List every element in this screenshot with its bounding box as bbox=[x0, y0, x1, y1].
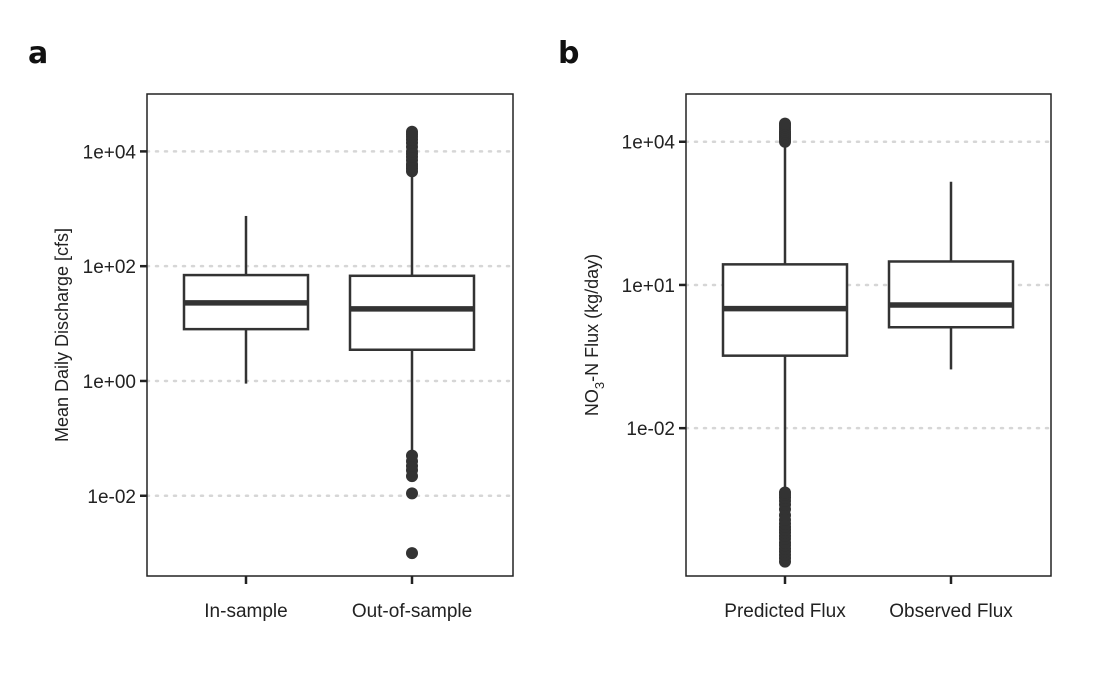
panel-a-y-axis-title: Mean Daily Discharge [cfs] bbox=[52, 228, 72, 442]
panel-b-boxes bbox=[721, 117, 1015, 568]
panel-b-gridlines bbox=[684, 140, 1053, 430]
y-tick-label: 1e+01 bbox=[622, 276, 675, 297]
panel-a-gridlines bbox=[145, 150, 515, 498]
outlier-point bbox=[406, 547, 418, 560]
panel-a-boxes bbox=[182, 125, 476, 560]
box-iqr bbox=[887, 260, 1015, 329]
y-tick-label: 1e+04 bbox=[83, 142, 137, 163]
panel-b-y-axis-title: NO3-N Flux (kg/day) bbox=[582, 254, 607, 416]
outlier-point bbox=[406, 449, 418, 462]
outlier-point bbox=[406, 487, 418, 500]
x-tick-label: Out-of-sample bbox=[352, 601, 472, 622]
x-tick-label: In-sample bbox=[204, 601, 287, 622]
outlier-point bbox=[779, 117, 791, 130]
panel-b-x-axis: Predicted Flux Observed Flux bbox=[724, 576, 1013, 622]
panel-b-y-axis-title-part1: NO bbox=[582, 389, 602, 416]
x-tick-label: Observed Flux bbox=[889, 601, 1013, 622]
y-tick-label: 1e+00 bbox=[83, 372, 136, 393]
panel-a-x-axis: In-sample Out-of-sample bbox=[204, 576, 472, 622]
box-iqr bbox=[348, 274, 476, 351]
panel-b-y-axis-title-part2: -N Flux (kg/day) bbox=[582, 254, 602, 382]
y-tick-label: 1e-02 bbox=[626, 419, 675, 440]
outlier-point bbox=[406, 125, 418, 138]
x-tick-label: Predicted Flux bbox=[724, 601, 846, 622]
outlier-point bbox=[779, 486, 791, 499]
y-tick-label: 1e-02 bbox=[87, 487, 136, 508]
panel-b-plot-frame bbox=[685, 93, 1052, 577]
y-tick-label: 1e+02 bbox=[83, 257, 136, 278]
y-tick-label: 1e+04 bbox=[622, 133, 676, 154]
panel-a-y-axis: 1e-02 1e+00 1e+02 1e+04 bbox=[83, 142, 147, 508]
panel-a: a 1e-02 1e+00 1e+02 1e+04 In-sample Out-of-s… bbox=[28, 36, 515, 622]
panel-b-y-axis: 1e-02 1e+01 1e+04 bbox=[622, 133, 686, 440]
panel-a-plot-frame bbox=[146, 93, 514, 577]
panel-b-label: b bbox=[558, 36, 579, 71]
panel-b-y-axis-title-subscript: 3 bbox=[592, 382, 607, 389]
panel-a-label: a bbox=[28, 36, 48, 71]
panel-b: b 1e-02 1e+01 1e+04 Predicted Flux Observed… bbox=[558, 36, 1053, 622]
